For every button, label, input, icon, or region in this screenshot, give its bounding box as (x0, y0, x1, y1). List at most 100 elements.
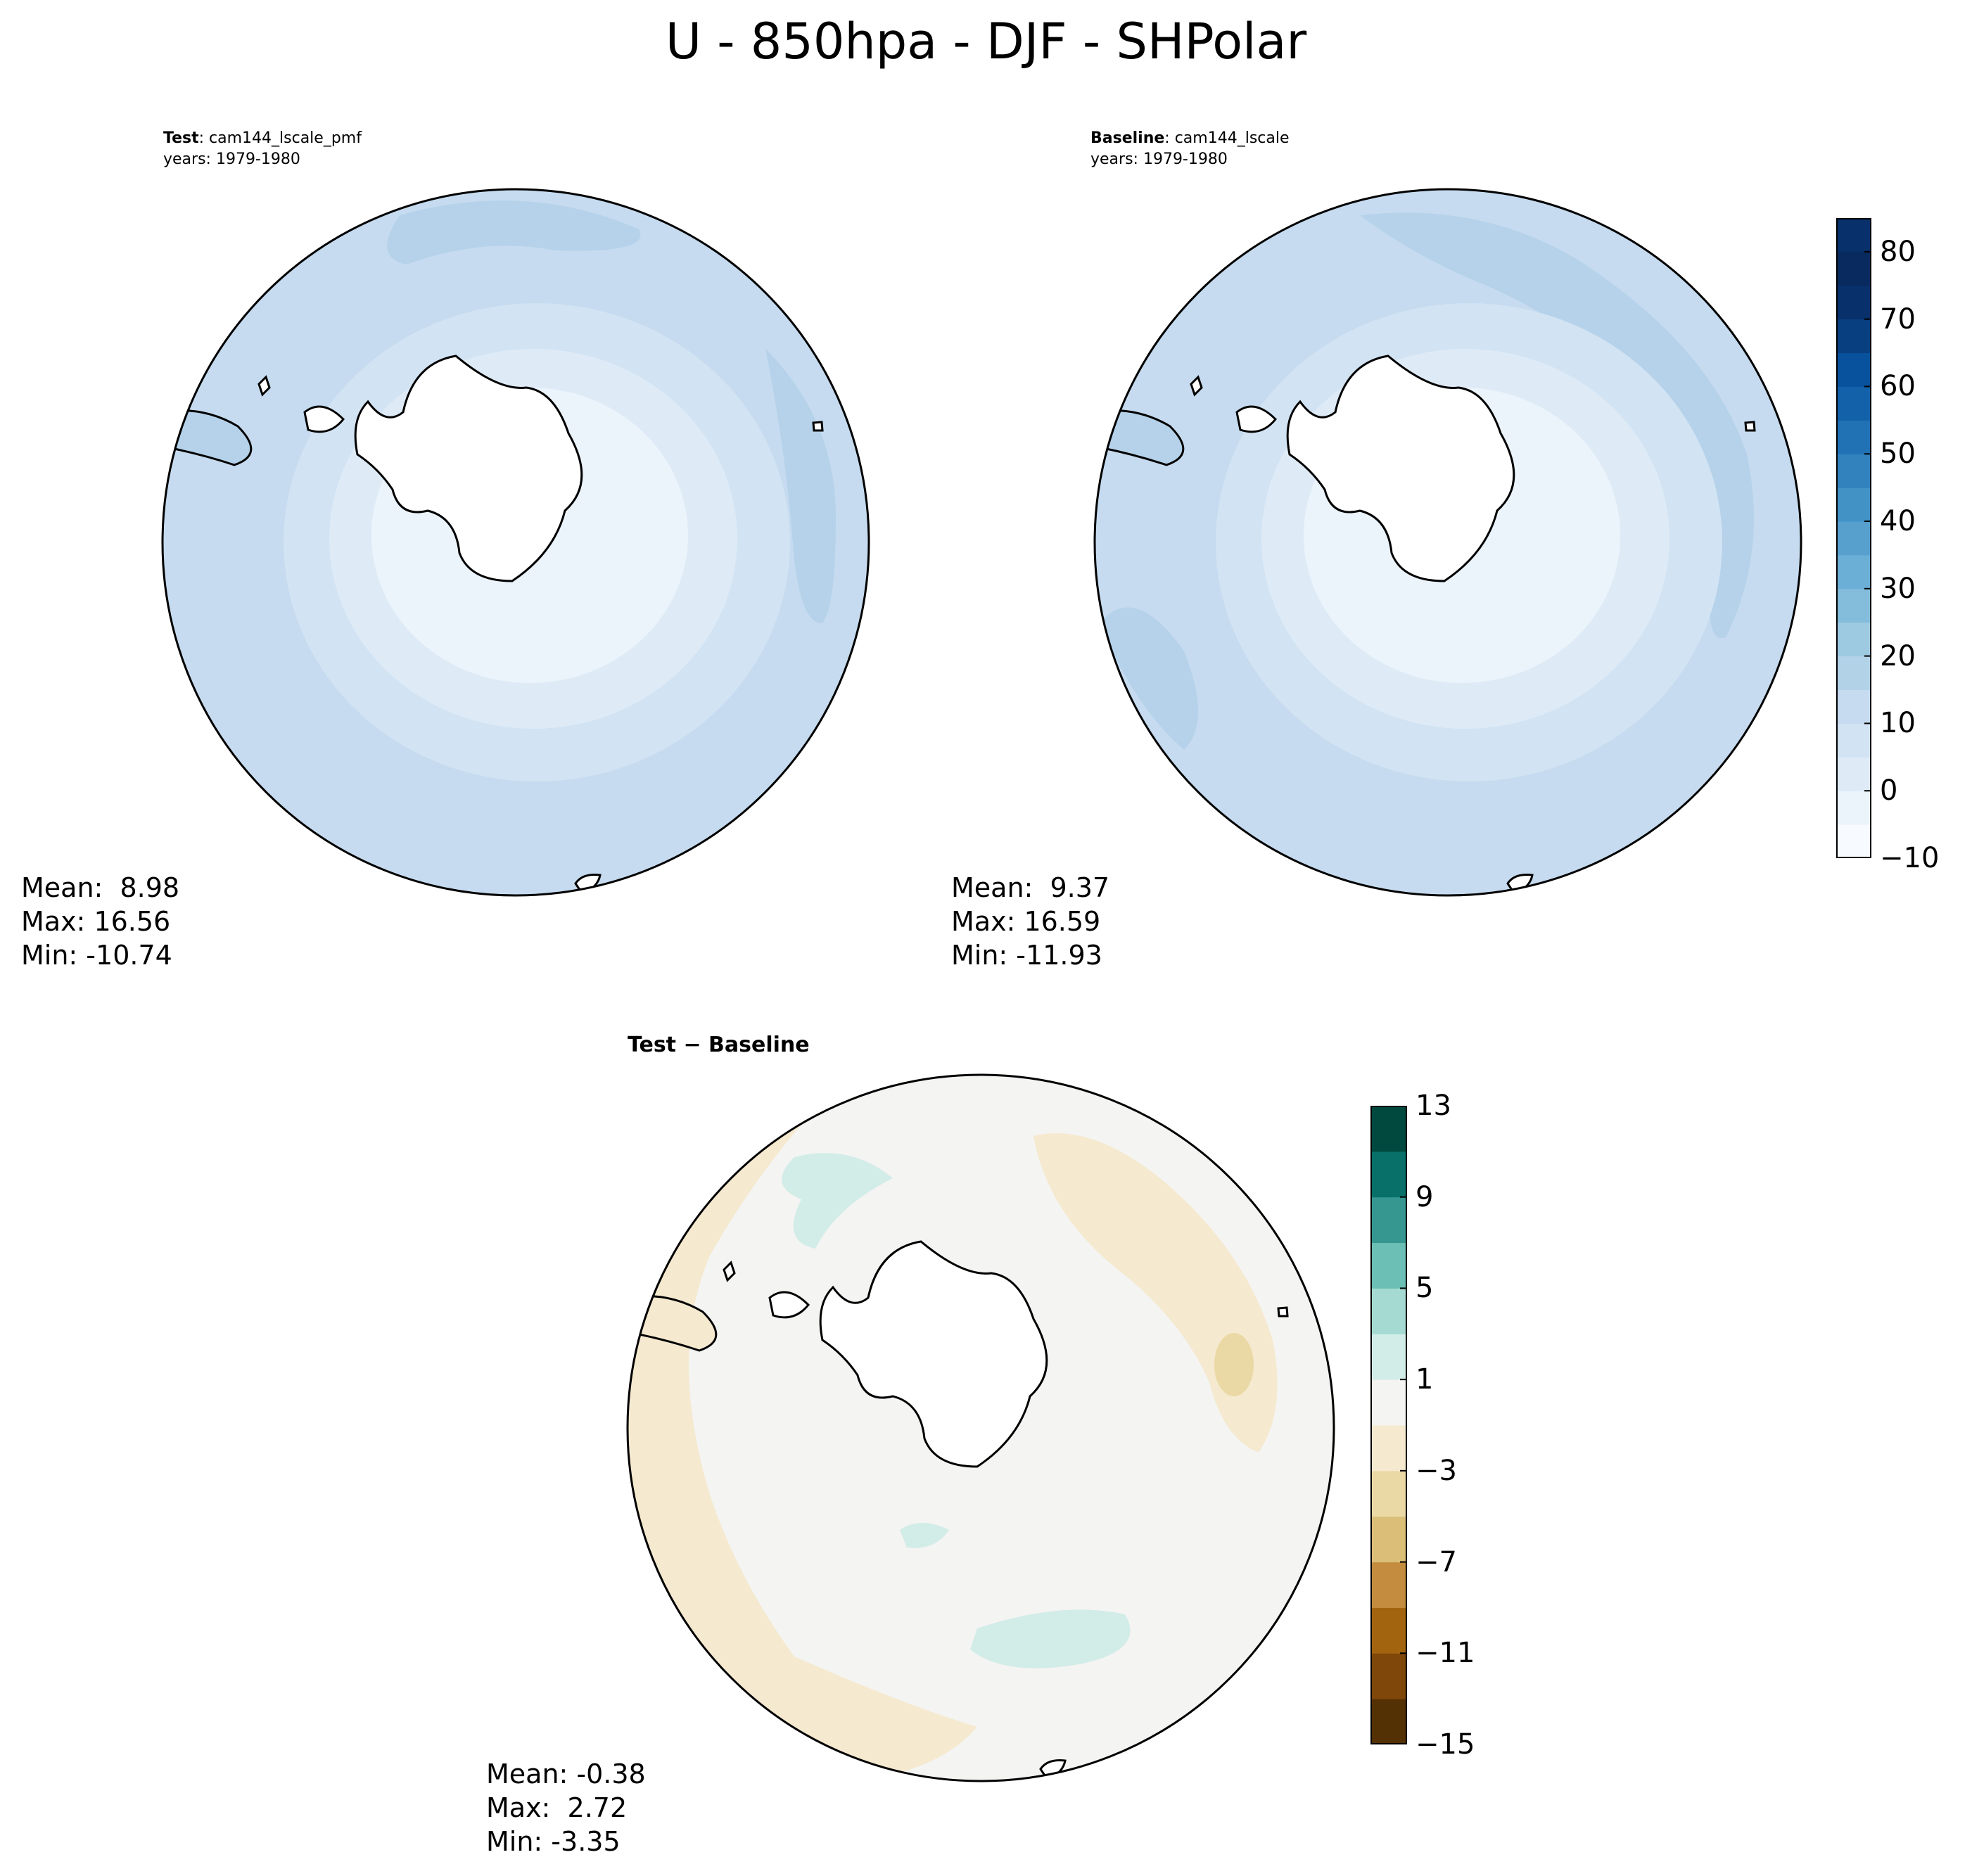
main-colorbar-tick-label: 60 (1880, 370, 1916, 403)
test-min: Min: -10.74 (21, 940, 172, 971)
main-colorbar-tick-label: 70 (1880, 302, 1916, 336)
baseline-label-name: cam144_lscale (1174, 129, 1290, 147)
baseline-band-west (1100, 607, 1198, 750)
baseline-min: Min: -11.93 (951, 940, 1102, 971)
test-years: years: 1979-1980 (163, 151, 300, 168)
difference-colorbar-segment (1370, 1151, 1407, 1198)
test-island-east (812, 421, 824, 432)
difference-colorbar-tick-label: −15 (1416, 1728, 1475, 1761)
test-polar-map (161, 188, 870, 897)
test-map-border (161, 188, 870, 897)
main-colorbar-segment (1836, 454, 1871, 488)
baseline-antarctica (1286, 355, 1515, 582)
difference-polar-map (626, 1073, 1335, 1782)
difference-island-east (1277, 1306, 1289, 1317)
figure-title: U - 850hpa - DJF - SHPolar (665, 13, 1307, 70)
baseline-label-bold: Baseline (1090, 129, 1165, 147)
difference-colorbar-tick-label: 13 (1416, 1090, 1451, 1122)
difference-colorbar (1370, 1106, 1407, 1744)
test-panel-header: Test: cam144_lscale_pmf years: 1979-1980 (163, 128, 362, 170)
difference-peninsula-tip (768, 1291, 810, 1319)
main-colorbar-segment (1836, 251, 1871, 286)
difference-antarctica (819, 1240, 1048, 1468)
test-peninsula-tip (303, 405, 345, 433)
test-label-bold: Test (163, 129, 199, 147)
baseline-mean: Mean: 9.37 (951, 872, 1110, 903)
difference-map-border (626, 1073, 1335, 1782)
main-colorbar-segment (1836, 554, 1871, 589)
difference-negative-core (1214, 1333, 1254, 1396)
difference-colorbar-segment (1370, 1106, 1407, 1152)
difference-colorbar-segment (1370, 1334, 1407, 1380)
main-colorbar-border (1836, 218, 1871, 858)
main-colorbar-tick-label: −10 (1880, 842, 1940, 874)
main-colorbar-segment (1836, 622, 1871, 657)
main-colorbar-segment (1836, 420, 1871, 454)
difference-colorbar-tick-label: −11 (1416, 1637, 1475, 1670)
main-colorbar-tick-label: 30 (1880, 572, 1916, 605)
baseline-stats: Mean: 9.37 Max: 16.59 Min: -11.93 (951, 871, 1109, 972)
test-stats: Mean: 8.98 Max: 16.56 Min: -10.74 (21, 871, 179, 972)
test-antarctica (354, 355, 583, 582)
difference-colorbar-tick-label: 1 (1416, 1363, 1434, 1396)
difference-colorbar-segment (1370, 1470, 1407, 1517)
test-band-north (387, 200, 641, 264)
test-max: Max: 16.56 (21, 906, 171, 937)
main-colorbar-segment (1836, 319, 1871, 354)
main-colorbar-segment (1836, 218, 1871, 253)
main-colorbar-segment (1836, 386, 1871, 421)
main-colorbar-segment (1836, 588, 1871, 623)
main-colorbar-segment (1836, 757, 1871, 791)
baseline-map-border (1093, 188, 1802, 897)
baseline-panel-header: Baseline: cam144_lscale years: 1979-1980 (1090, 128, 1290, 170)
difference-colorbar-segment (1370, 1425, 1407, 1472)
baseline-island-west (1190, 375, 1203, 397)
difference-min: Min: -3.35 (486, 1826, 621, 1857)
main-colorbar-segment (1836, 791, 1871, 825)
difference-colorbar-tick-label: 5 (1416, 1272, 1434, 1305)
difference-colorbar-segment (1370, 1562, 1407, 1608)
test-mean: Mean: 8.98 (21, 872, 180, 903)
difference-positive-south (970, 1609, 1131, 1668)
difference-stats: Mean: -0.38 Max: 2.72 Min: -3.35 (486, 1757, 646, 1858)
baseline-label-sep: : (1164, 129, 1175, 147)
difference-colorbar-segment (1370, 1242, 1407, 1289)
difference-colorbar-segment (1370, 1699, 1407, 1744)
difference-island-west (723, 1261, 736, 1282)
test-island-west (257, 375, 271, 397)
main-colorbar-segment (1836, 352, 1871, 387)
main-colorbar-tick-label: 10 (1880, 707, 1916, 740)
difference-mean: Mean: -0.38 (486, 1759, 646, 1789)
main-colorbar-segment (1836, 723, 1871, 758)
main-colorbar (1836, 218, 1871, 858)
test-band-east (765, 349, 836, 623)
main-colorbar-tick-label: 20 (1880, 639, 1916, 672)
main-colorbar-segment (1836, 824, 1871, 858)
baseline-polar-map (1093, 188, 1802, 897)
difference-colorbar-segment (1370, 1653, 1407, 1699)
baseline-island-east (1744, 421, 1756, 432)
baseline-peninsula-tip (1235, 405, 1278, 433)
test-label-sep: : (198, 129, 210, 147)
difference-colorbar-border (1370, 1106, 1407, 1744)
difference-colorbar-segment (1370, 1607, 1407, 1654)
difference-positive-small (900, 1523, 949, 1548)
main-colorbar-tick-label: 80 (1880, 235, 1916, 268)
difference-colorbar-segment (1370, 1516, 1407, 1563)
main-colorbar-tick-label: 40 (1880, 505, 1916, 538)
test-label-name: cam144_lscale_pmf (209, 129, 362, 147)
main-colorbar-segment (1836, 689, 1871, 724)
difference-colorbar-segment (1370, 1379, 1407, 1426)
difference-colorbar-tick-label: −7 (1416, 1545, 1457, 1578)
main-colorbar-tick-label: 50 (1880, 438, 1916, 471)
baseline-max: Max: 16.59 (951, 906, 1101, 937)
main-colorbar-segment (1836, 521, 1871, 556)
difference-negative-west (628, 1087, 977, 1781)
difference-colorbar-tick-label: −3 (1416, 1454, 1457, 1487)
main-colorbar-segment (1836, 285, 1871, 320)
difference-panel-header: Test − Baseline (628, 1033, 810, 1057)
baseline-years: years: 1979-1980 (1090, 151, 1228, 168)
difference-positive-north (782, 1153, 893, 1249)
main-colorbar-segment (1836, 656, 1871, 691)
difference-colorbar-tick-label: 9 (1416, 1180, 1434, 1213)
